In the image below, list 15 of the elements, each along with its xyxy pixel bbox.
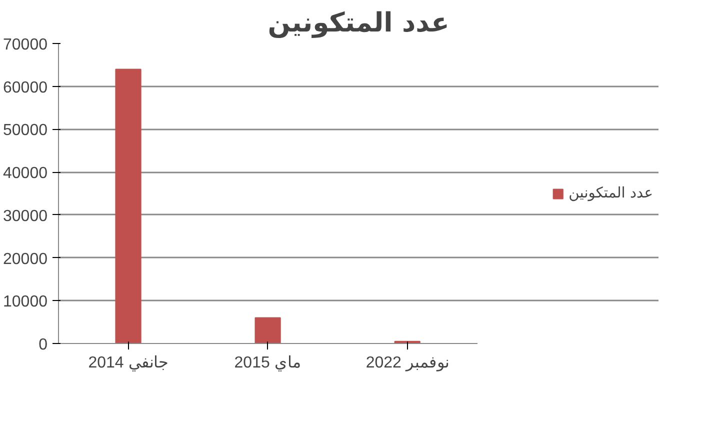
y-tick-label: 40000 [3, 165, 48, 182]
bar [254, 317, 281, 344]
x-tick-label: نوفمبر 2022 [366, 354, 449, 372]
bar [115, 68, 142, 344]
y-tick-label: 10000 [3, 294, 48, 311]
y-tick-label: 20000 [3, 250, 48, 268]
y-tick-label: 30000 [3, 208, 48, 225]
y-tick-label: 60000 [3, 79, 48, 96]
x-tick-label: جانفي 2014 [88, 354, 168, 372]
y-tick-label: 70000 [3, 36, 48, 54]
legend-label: عدد المتكونين [568, 184, 653, 202]
x-tick-label: ماي 2015 [234, 354, 302, 372]
y-tick-label: 50000 [3, 122, 48, 140]
y-tick-label: 0 [38, 336, 48, 354]
chart-title: عدد المتكونين [268, 8, 450, 38]
